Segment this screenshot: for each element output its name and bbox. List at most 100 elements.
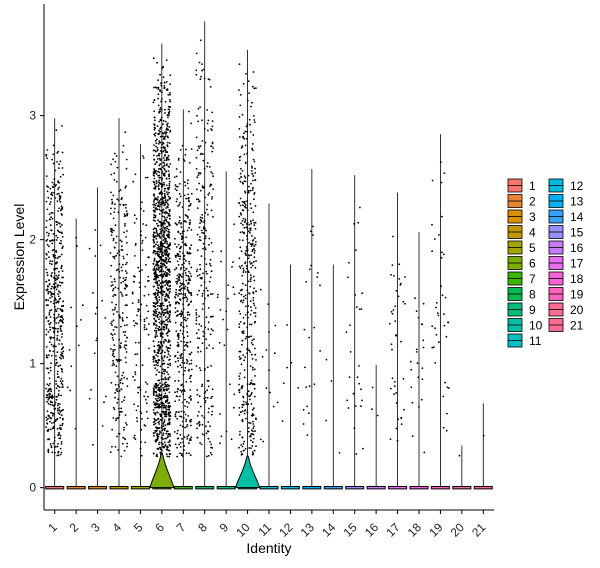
point-19 (438, 234, 440, 236)
point-2 (81, 304, 84, 307)
point-4 (121, 245, 123, 248)
point-18 (420, 323, 423, 326)
point-7 (175, 288, 178, 291)
point-11 (265, 387, 268, 389)
point-8 (200, 255, 203, 257)
point-10 (242, 332, 245, 334)
point-7 (188, 313, 191, 316)
point-1 (57, 394, 60, 397)
point-6 (166, 156, 168, 159)
point-1 (59, 308, 62, 310)
point-8 (205, 316, 208, 319)
point-4 (109, 228, 112, 230)
point-10 (250, 105, 252, 108)
point-17 (389, 438, 392, 440)
point-13 (304, 366, 306, 369)
point-15 (356, 306, 358, 308)
point-10 (241, 220, 244, 222)
point-6 (158, 152, 161, 155)
point-7 (190, 300, 193, 303)
point-6 (157, 287, 160, 290)
point-10 (243, 440, 246, 443)
point-8 (202, 226, 205, 229)
point-6 (166, 430, 169, 432)
point-1 (59, 411, 62, 413)
point-10 (242, 299, 245, 302)
point-1 (46, 410, 49, 413)
point-1 (49, 416, 51, 419)
point-1 (57, 277, 59, 280)
point-17 (400, 340, 402, 343)
point-4 (114, 348, 116, 351)
point-6 (154, 250, 157, 253)
point-6 (155, 320, 158, 323)
point-6 (159, 265, 162, 267)
point-8 (196, 389, 199, 391)
point-1 (62, 318, 64, 320)
point-4 (114, 446, 117, 448)
point-15 (362, 447, 364, 450)
point-8 (200, 219, 203, 222)
point-8 (211, 111, 214, 114)
point-4 (124, 438, 127, 441)
point-6 (167, 341, 170, 344)
point-7 (188, 221, 191, 224)
point-15 (346, 399, 349, 402)
point-4 (125, 207, 127, 209)
point-18 (410, 386, 413, 389)
point-7 (189, 219, 192, 222)
point-4 (124, 356, 127, 359)
point-4 (119, 410, 122, 413)
point-1 (51, 295, 53, 298)
point-6 (166, 242, 169, 245)
point-6 (162, 359, 165, 362)
point-1 (55, 129, 58, 132)
point-1 (47, 299, 50, 302)
point-7 (181, 263, 184, 266)
point-8 (207, 454, 210, 457)
point-1 (56, 339, 58, 341)
point-6 (160, 262, 162, 265)
point-1 (45, 257, 48, 260)
point-6 (162, 378, 165, 381)
point-1 (58, 386, 61, 388)
point-10 (238, 391, 241, 394)
point-1 (50, 211, 53, 214)
point-10 (254, 167, 256, 170)
point-1 (56, 278, 58, 281)
point-6 (165, 133, 167, 135)
point-8 (198, 420, 201, 423)
point-9 (216, 296, 219, 299)
point-6 (153, 388, 155, 391)
point-1 (47, 451, 50, 454)
point-6 (168, 212, 171, 215)
point-7 (188, 252, 190, 255)
point-8 (207, 119, 210, 122)
point-8 (197, 171, 200, 174)
point-1 (46, 243, 49, 246)
point-1 (45, 333, 48, 336)
point-1 (56, 300, 59, 303)
point-10 (244, 192, 247, 194)
point-19 (436, 312, 439, 315)
point-6 (168, 292, 171, 294)
point-4 (123, 396, 126, 399)
point-1 (59, 160, 62, 163)
point-10 (255, 445, 257, 447)
point-10 (243, 231, 245, 234)
point-6 (157, 260, 160, 263)
violin-base-18 (409, 485, 429, 490)
point-4 (124, 344, 126, 347)
point-8 (205, 229, 208, 232)
point-6 (156, 316, 159, 319)
point-4 (113, 172, 116, 175)
point-1 (48, 312, 51, 314)
point-10 (253, 383, 256, 385)
point-6 (157, 301, 160, 303)
point-10 (249, 422, 252, 424)
point-7 (188, 270, 190, 273)
point-7 (188, 363, 191, 365)
point-6 (156, 250, 159, 253)
point-6 (168, 384, 171, 387)
point-6 (155, 354, 158, 356)
